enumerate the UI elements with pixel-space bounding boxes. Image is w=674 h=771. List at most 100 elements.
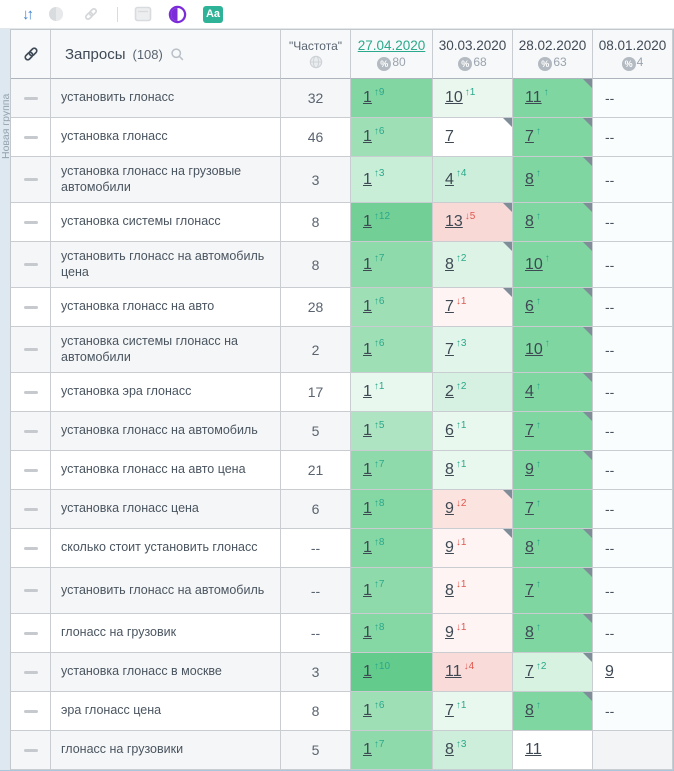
position-value[interactable]: 8 [525,539,534,556]
position-value[interactable]: 1 [363,741,372,758]
position-value[interactable]: 1 [363,461,372,478]
position-cell[interactable]: 10 ↑ [513,327,593,373]
position-cell[interactable]: 6 ↑ [513,288,593,327]
row-dash-icon[interactable] [23,589,38,592]
position-value[interactable]: 4 [445,170,454,188]
group-strip[interactable]: Новая группа [0,29,10,770]
row-dash-icon[interactable] [23,135,38,139]
position-cell[interactable]: 9 ↓1 [433,529,513,568]
query-cell[interactable]: установка глонасс цена [51,490,281,529]
query-cell[interactable]: глонасс на грузовики [51,731,281,770]
position-cell[interactable]: 8 ↑ [513,157,593,203]
position-value[interactable]: 7 [445,128,454,145]
position-cell[interactable]: 1 ↑8 [351,490,433,529]
position-cell[interactable]: 1 ↑7 [351,568,433,614]
position-value[interactable]: 1 [363,539,372,556]
row-dash-icon[interactable] [23,468,38,472]
position-cell[interactable]: 7 ↑ [513,490,593,529]
position-value[interactable]: 7 [525,581,534,599]
position-cell[interactable]: 11 [513,731,593,770]
position-cell[interactable]: 1 ↑8 [351,529,433,568]
position-cell[interactable]: 2 ↑2 [433,373,513,412]
position-value[interactable]: 6 [445,422,454,439]
position-value[interactable]: 9 [445,539,454,556]
position-cell[interactable]: 8 ↓1 [433,568,513,614]
position-value[interactable]: 1 [363,128,372,145]
font-case-button[interactable]: Aa [203,5,223,23]
position-cell[interactable]: 1 ↑1 [351,373,433,412]
position-value[interactable]: 7 [525,663,534,680]
position-value[interactable]: 4 [525,383,534,400]
position-value[interactable]: 6 [525,298,534,315]
row-dash-icon[interactable] [23,178,38,181]
row-dash-icon[interactable] [23,220,38,224]
queries-column-header[interactable]: Запросы (108) [51,30,281,79]
position-value[interactable]: 7 [445,340,454,358]
sort-button[interactable]: ↓↑ [22,6,34,23]
card-view-button[interactable] [134,6,152,22]
position-value[interactable]: 11 [525,89,542,106]
link-button[interactable] [81,5,101,23]
position-cell[interactable]: 10 ↑1 [433,79,513,118]
query-cell[interactable]: установка глонасс на грузовые автомобили [51,157,281,203]
position-value[interactable]: 7 [445,702,454,719]
position-value[interactable]: 1 [363,581,372,599]
query-cell[interactable]: сколько стоит установить глонасс [51,529,281,568]
position-value[interactable]: 7 [525,128,534,145]
position-cell[interactable]: 8 ↑1 [433,451,513,490]
row-dash-icon[interactable] [23,429,38,433]
query-cell[interactable]: установка глонасс [51,118,281,157]
row-dash-icon[interactable] [23,348,38,351]
position-cell[interactable]: 11 ↓4 [433,653,513,692]
date-label[interactable]: 08.01.2020 [598,37,667,53]
query-cell[interactable]: установить глонасс на автомобиль [51,568,281,614]
query-cell[interactable]: установка эра глонасс [51,373,281,412]
position-cell[interactable]: 1 ↑6 [351,288,433,327]
row-dash-icon[interactable] [23,670,38,674]
position-value[interactable]: 1 [363,298,372,315]
position-cell[interactable]: 9 [593,653,673,692]
position-value[interactable]: 10 [525,340,543,358]
position-cell[interactable]: 9 ↑ [513,451,593,490]
query-cell[interactable]: установить глонасс на автомобиль цена [51,242,281,288]
row-dash-icon[interactable] [23,305,38,309]
position-cell[interactable]: 1 ↑5 [351,412,433,451]
position-cell[interactable]: 9 ↓2 [433,490,513,529]
position-cell[interactable]: 1 ↑3 [351,157,433,203]
row-dash-icon[interactable] [23,748,38,752]
position-value[interactable]: 11 [525,741,542,758]
query-cell[interactable]: установка глонасс на авто цена [51,451,281,490]
position-cell[interactable]: 7 ↑1 [433,692,513,731]
position-cell[interactable]: 1 ↑6 [351,327,433,373]
position-value[interactable]: 7 [525,500,534,517]
position-cell[interactable]: 1 ↑10 [351,653,433,692]
position-value[interactable]: 8 [445,581,454,599]
row-dash-icon[interactable] [23,263,38,266]
query-cell[interactable]: установка глонасс на авто [51,288,281,327]
position-value[interactable]: 9 [525,461,534,478]
position-value[interactable]: 1 [363,624,372,641]
position-value[interactable]: 9 [445,500,454,517]
position-value[interactable]: 1 [363,213,372,230]
position-value[interactable]: 8 [525,213,534,230]
position-value[interactable]: 7 [525,422,534,439]
position-cell[interactable]: 8 ↑ [513,529,593,568]
position-cell[interactable]: 13 ↓5 [433,203,513,242]
position-value[interactable]: 7 [445,298,454,315]
position-value[interactable]: 1 [363,500,372,517]
position-cell[interactable]: 7 [433,118,513,157]
position-value[interactable]: 1 [363,89,372,106]
position-value[interactable]: 1 [363,255,372,273]
contrast-button[interactable] [168,5,187,24]
row-dash-icon[interactable] [23,709,38,713]
position-cell[interactable]: 1 ↑7 [351,451,433,490]
position-value[interactable]: 1 [363,170,372,188]
query-cell[interactable]: установка системы глонасс на автомобили [51,327,281,373]
query-cell[interactable]: установка глонасс в москве [51,653,281,692]
query-cell[interactable]: установка глонасс на автомобиль [51,412,281,451]
link-column-header[interactable] [11,30,51,79]
date-column-header[interactable]: 08.01.2020% 4 [593,30,673,79]
position-value[interactable]: 1 [363,702,372,719]
position-cell[interactable]: 8 ↑ [513,203,593,242]
row-dash-icon[interactable] [23,96,38,100]
